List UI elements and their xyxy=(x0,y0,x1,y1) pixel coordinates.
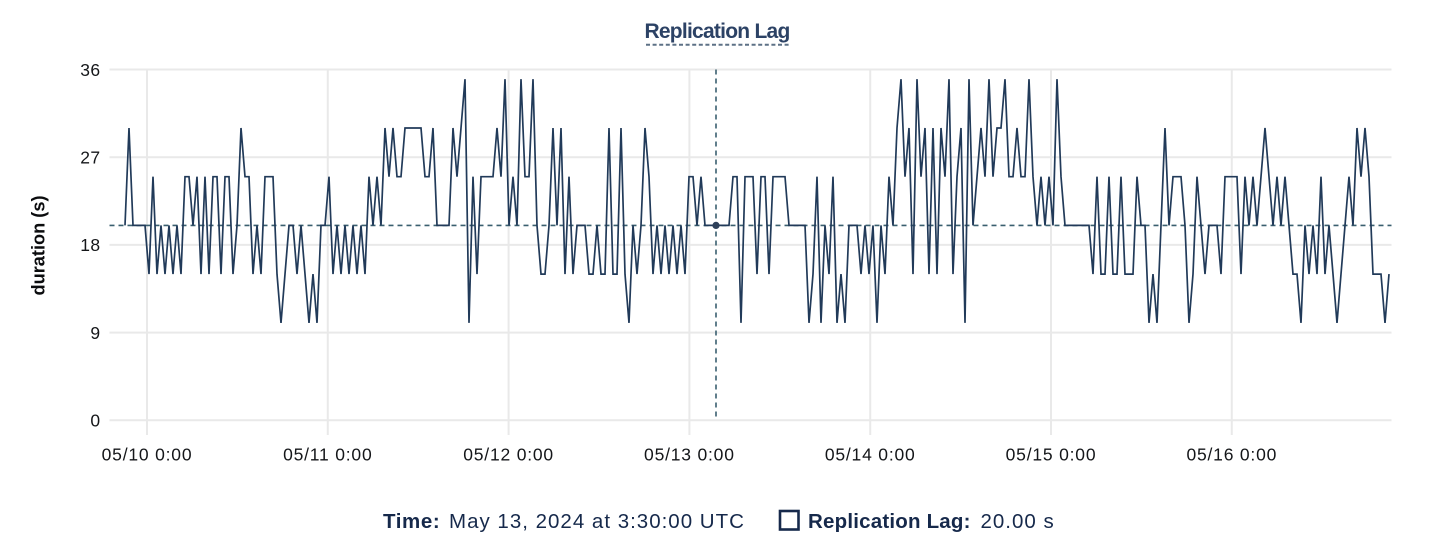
svg-text:05/14 0:00: 05/14 0:00 xyxy=(825,445,916,465)
svg-text:Replication Lag:: Replication Lag: xyxy=(808,510,971,533)
svg-text:Time:: Time: xyxy=(383,510,440,533)
svg-text:05/16 0:00: 05/16 0:00 xyxy=(1186,445,1277,465)
svg-text:05/10 0:00: 05/10 0:00 xyxy=(102,445,193,465)
svg-text:9: 9 xyxy=(90,323,100,343)
svg-text:0: 0 xyxy=(90,411,100,431)
svg-text:duration (s): duration (s) xyxy=(29,195,49,295)
svg-text:36: 36 xyxy=(80,60,100,80)
svg-text:05/13 0:00: 05/13 0:00 xyxy=(644,445,735,465)
svg-text:18: 18 xyxy=(80,235,100,255)
svg-text:05/11 0:00: 05/11 0:00 xyxy=(283,445,372,465)
svg-text:Replication Lag: Replication Lag xyxy=(644,20,789,43)
svg-text:27: 27 xyxy=(80,148,100,168)
svg-text:May 13, 2024 at 3:30:00 UTC: May 13, 2024 at 3:30:00 UTC xyxy=(449,510,745,533)
svg-text:05/15 0:00: 05/15 0:00 xyxy=(1006,445,1097,465)
svg-text:20.00 s: 20.00 s xyxy=(981,510,1055,533)
svg-text:05/12 0:00: 05/12 0:00 xyxy=(463,445,554,465)
